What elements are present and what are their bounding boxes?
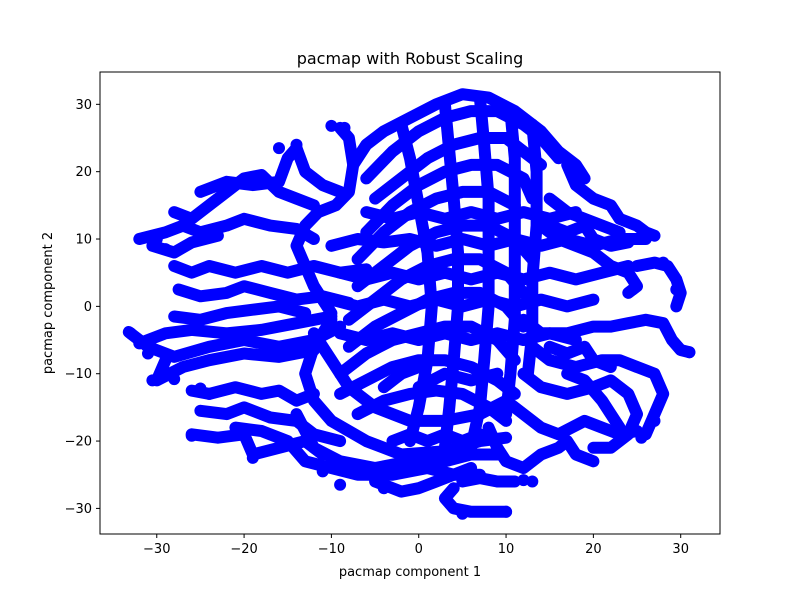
scatter-point-10 <box>246 451 259 464</box>
scatter-point-trail-35 <box>334 260 635 286</box>
scatter-point-23 <box>648 414 661 427</box>
scatter-point-14 <box>456 507 469 520</box>
scatter-point-trail-56 <box>561 367 626 434</box>
x-tick-label: 0 <box>415 542 423 557</box>
scatter-point-trail-6 <box>194 142 347 198</box>
scatter-point-trail-11 <box>194 401 347 448</box>
y-axis-ticks: −30 −20 −10 0 10 20 30 <box>65 98 100 517</box>
scatter-point-trail-41 <box>535 219 643 299</box>
scatter-point-trail-14 <box>290 408 504 474</box>
scatter-point-22 <box>683 346 696 359</box>
scatter-point-trail-55 <box>377 361 425 394</box>
scatter-point-trail-20 <box>369 132 547 205</box>
scatter-point-trail-44 <box>526 340 670 441</box>
scatter-point-20 <box>657 256 670 269</box>
scatter-point-trail-15 <box>290 121 360 320</box>
scatter-point-trail-42 <box>631 256 687 313</box>
scatter-point-16 <box>273 142 285 155</box>
scatter-point-trail-54 <box>412 367 504 394</box>
data-marks <box>122 88 696 520</box>
scatter-point-6 <box>146 374 159 387</box>
x-tick-label: −10 <box>318 542 345 557</box>
y-tick-label: −10 <box>65 367 92 382</box>
x-tick-label: −30 <box>143 542 170 557</box>
scatter-point-trail-28 <box>351 384 513 427</box>
scatter-point-trail-46 <box>500 394 643 441</box>
y-tick-label: −20 <box>65 435 92 450</box>
scatter-point-trail-52 <box>543 340 617 373</box>
scatter-point-19 <box>338 121 351 134</box>
y-tick-label: 0 <box>84 300 92 315</box>
scatter-point-5 <box>168 373 181 386</box>
scatter-point-trail-38 <box>360 206 582 225</box>
scatter-point-2 <box>159 243 172 256</box>
scatter-point-11 <box>316 465 329 478</box>
y-axis-label: pacmap component 2 <box>41 232 56 374</box>
scatter-point-trail-45 <box>517 367 643 454</box>
chart-title: pacmap with Robust Scaling <box>297 49 524 68</box>
scatter-point-1 <box>150 233 163 245</box>
scatter-point-24 <box>635 431 648 444</box>
scatter-point-25 <box>517 474 530 487</box>
axes-frame <box>99 71 721 535</box>
x-tick-label: 10 <box>498 542 515 557</box>
scatter-point-trail-32 <box>500 105 521 421</box>
scatter-point-trail-40 <box>543 192 626 239</box>
scatter-point-trail-43 <box>517 313 696 359</box>
y-tick-label: −30 <box>65 502 92 517</box>
x-tick-label: −20 <box>230 542 257 557</box>
scatter-point-trail-3 <box>133 212 320 245</box>
plot-area <box>99 71 721 535</box>
scatter-point-21 <box>670 283 683 296</box>
scatter-point-9 <box>185 429 198 442</box>
scatter-point-26 <box>526 475 539 488</box>
scatter-point-3 <box>142 347 154 360</box>
scatter-point-trail-50 <box>456 472 521 488</box>
scatter-point-13 <box>377 482 390 495</box>
scatter-point-15 <box>500 505 513 518</box>
scatter-point-18 <box>325 119 338 132</box>
scatter-point-trail-53 <box>386 428 504 448</box>
scatter-point-8 <box>203 387 216 400</box>
scatter-point-trail-39 <box>561 158 661 242</box>
scatter-point-trail-36 <box>325 293 600 313</box>
scatter-point-4 <box>159 367 172 380</box>
x-axis-label: pacmap component 1 <box>339 565 481 580</box>
scatter-point-trail-34 <box>325 233 652 252</box>
scatter-point-trail-13 <box>229 421 486 481</box>
scatter-point-trail-0 <box>122 320 347 363</box>
scatter-point-trail-1 <box>133 310 338 350</box>
y-tick-label: 10 <box>75 233 92 248</box>
y-tick-label: 20 <box>75 165 92 180</box>
scatter-point-trail-9 <box>168 300 312 326</box>
scatter-point-7 <box>194 382 207 395</box>
x-tick-label: 20 <box>585 542 602 557</box>
x-tick-label: 30 <box>672 542 689 557</box>
scatter-point-17 <box>290 138 303 151</box>
scatter-point-12 <box>334 478 347 491</box>
scatter-point-trail-51 <box>543 219 635 252</box>
x-axis-ticks: −30 −20 −10 0 10 20 30 <box>143 534 689 557</box>
scatter-point-trail-47 <box>482 421 600 474</box>
scatter-point-0 <box>124 327 137 340</box>
y-tick-label: 30 <box>75 98 92 113</box>
scatter-point-trail-7 <box>168 260 373 279</box>
